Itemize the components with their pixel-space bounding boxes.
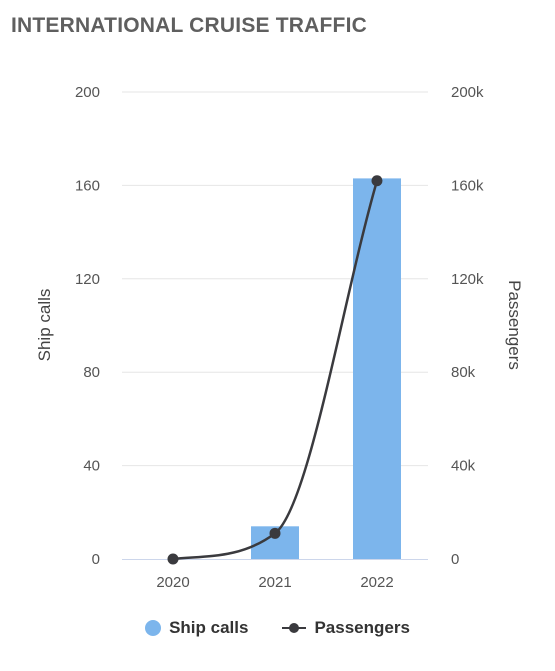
legend-label-ship-calls: Ship calls (169, 618, 249, 637)
x-tick-label: 2020 (156, 574, 189, 591)
y-axis-title-left: Ship calls (35, 289, 54, 362)
legend-item-ship-calls[interactable]: Ship calls (145, 618, 248, 638)
chart-title: INTERNATIONAL CRUISE TRAFFIC (11, 14, 367, 37)
y-tick-label-left: 80 (83, 364, 100, 381)
x-tick-label: 2021 (258, 574, 291, 591)
legend: Ship calls Passengers (0, 618, 555, 638)
y-tick-label-right: 120k (451, 271, 484, 288)
passengers-point[interactable] (167, 553, 179, 565)
ship-calls-bar[interactable] (353, 178, 401, 559)
y-tick-label-left: 0 (92, 551, 100, 568)
legend-item-passengers[interactable]: Passengers (282, 618, 410, 638)
passengers-swatch-icon (282, 620, 307, 636)
ship-calls-swatch-icon (145, 620, 162, 636)
y-tick-label-left: 200 (75, 84, 100, 101)
legend-label-passengers: Passengers (314, 618, 410, 637)
passengers-point[interactable] (371, 175, 383, 187)
y-tick-label-left: 160 (75, 177, 100, 194)
y-tick-label-left: 120 (75, 271, 100, 288)
y-tick-label-right: 40k (451, 458, 476, 475)
y-tick-label-right: 0 (451, 551, 459, 568)
passengers-point[interactable] (269, 527, 281, 539)
x-tick-label: 2022 (360, 574, 393, 591)
y-tick-label-right: 200k (451, 84, 484, 101)
y-tick-label-left: 40 (83, 458, 100, 475)
passengers-line (172, 180, 379, 561)
y-axis-title-right: Passengers (505, 280, 524, 370)
y-tick-label-right: 80k (451, 364, 476, 381)
y-tick-label-right: 160k (451, 177, 484, 194)
